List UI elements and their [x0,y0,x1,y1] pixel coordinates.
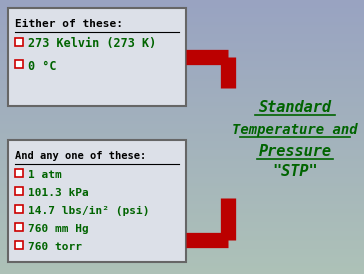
Text: Standard: Standard [258,101,332,116]
Bar [15,187,23,195]
Text: "STP": "STP" [272,164,318,179]
Text: Either of these:: Either of these: [15,19,123,29]
Bar [8,140,186,262]
Text: 760 torr: 760 torr [28,242,82,252]
Text: And any one of these:: And any one of these: [15,151,146,161]
Text: Temperature and: Temperature and [232,123,358,137]
Text: 273 Kelvin (273 K): 273 Kelvin (273 K) [28,38,156,50]
Bar [15,38,23,46]
Text: 14.7 lbs/in² (psi): 14.7 lbs/in² (psi) [28,206,150,216]
Bar [15,205,23,213]
Bar [15,223,23,231]
Text: 760 mm Hg: 760 mm Hg [28,224,89,234]
Text: 1 atm: 1 atm [28,170,62,180]
Text: 0 °C: 0 °C [28,59,56,73]
Bar [15,60,23,68]
Bar [15,241,23,249]
Bar [8,8,186,106]
Bar [15,169,23,177]
Text: 101.3 kPa: 101.3 kPa [28,188,89,198]
Text: Pressure: Pressure [258,144,332,159]
